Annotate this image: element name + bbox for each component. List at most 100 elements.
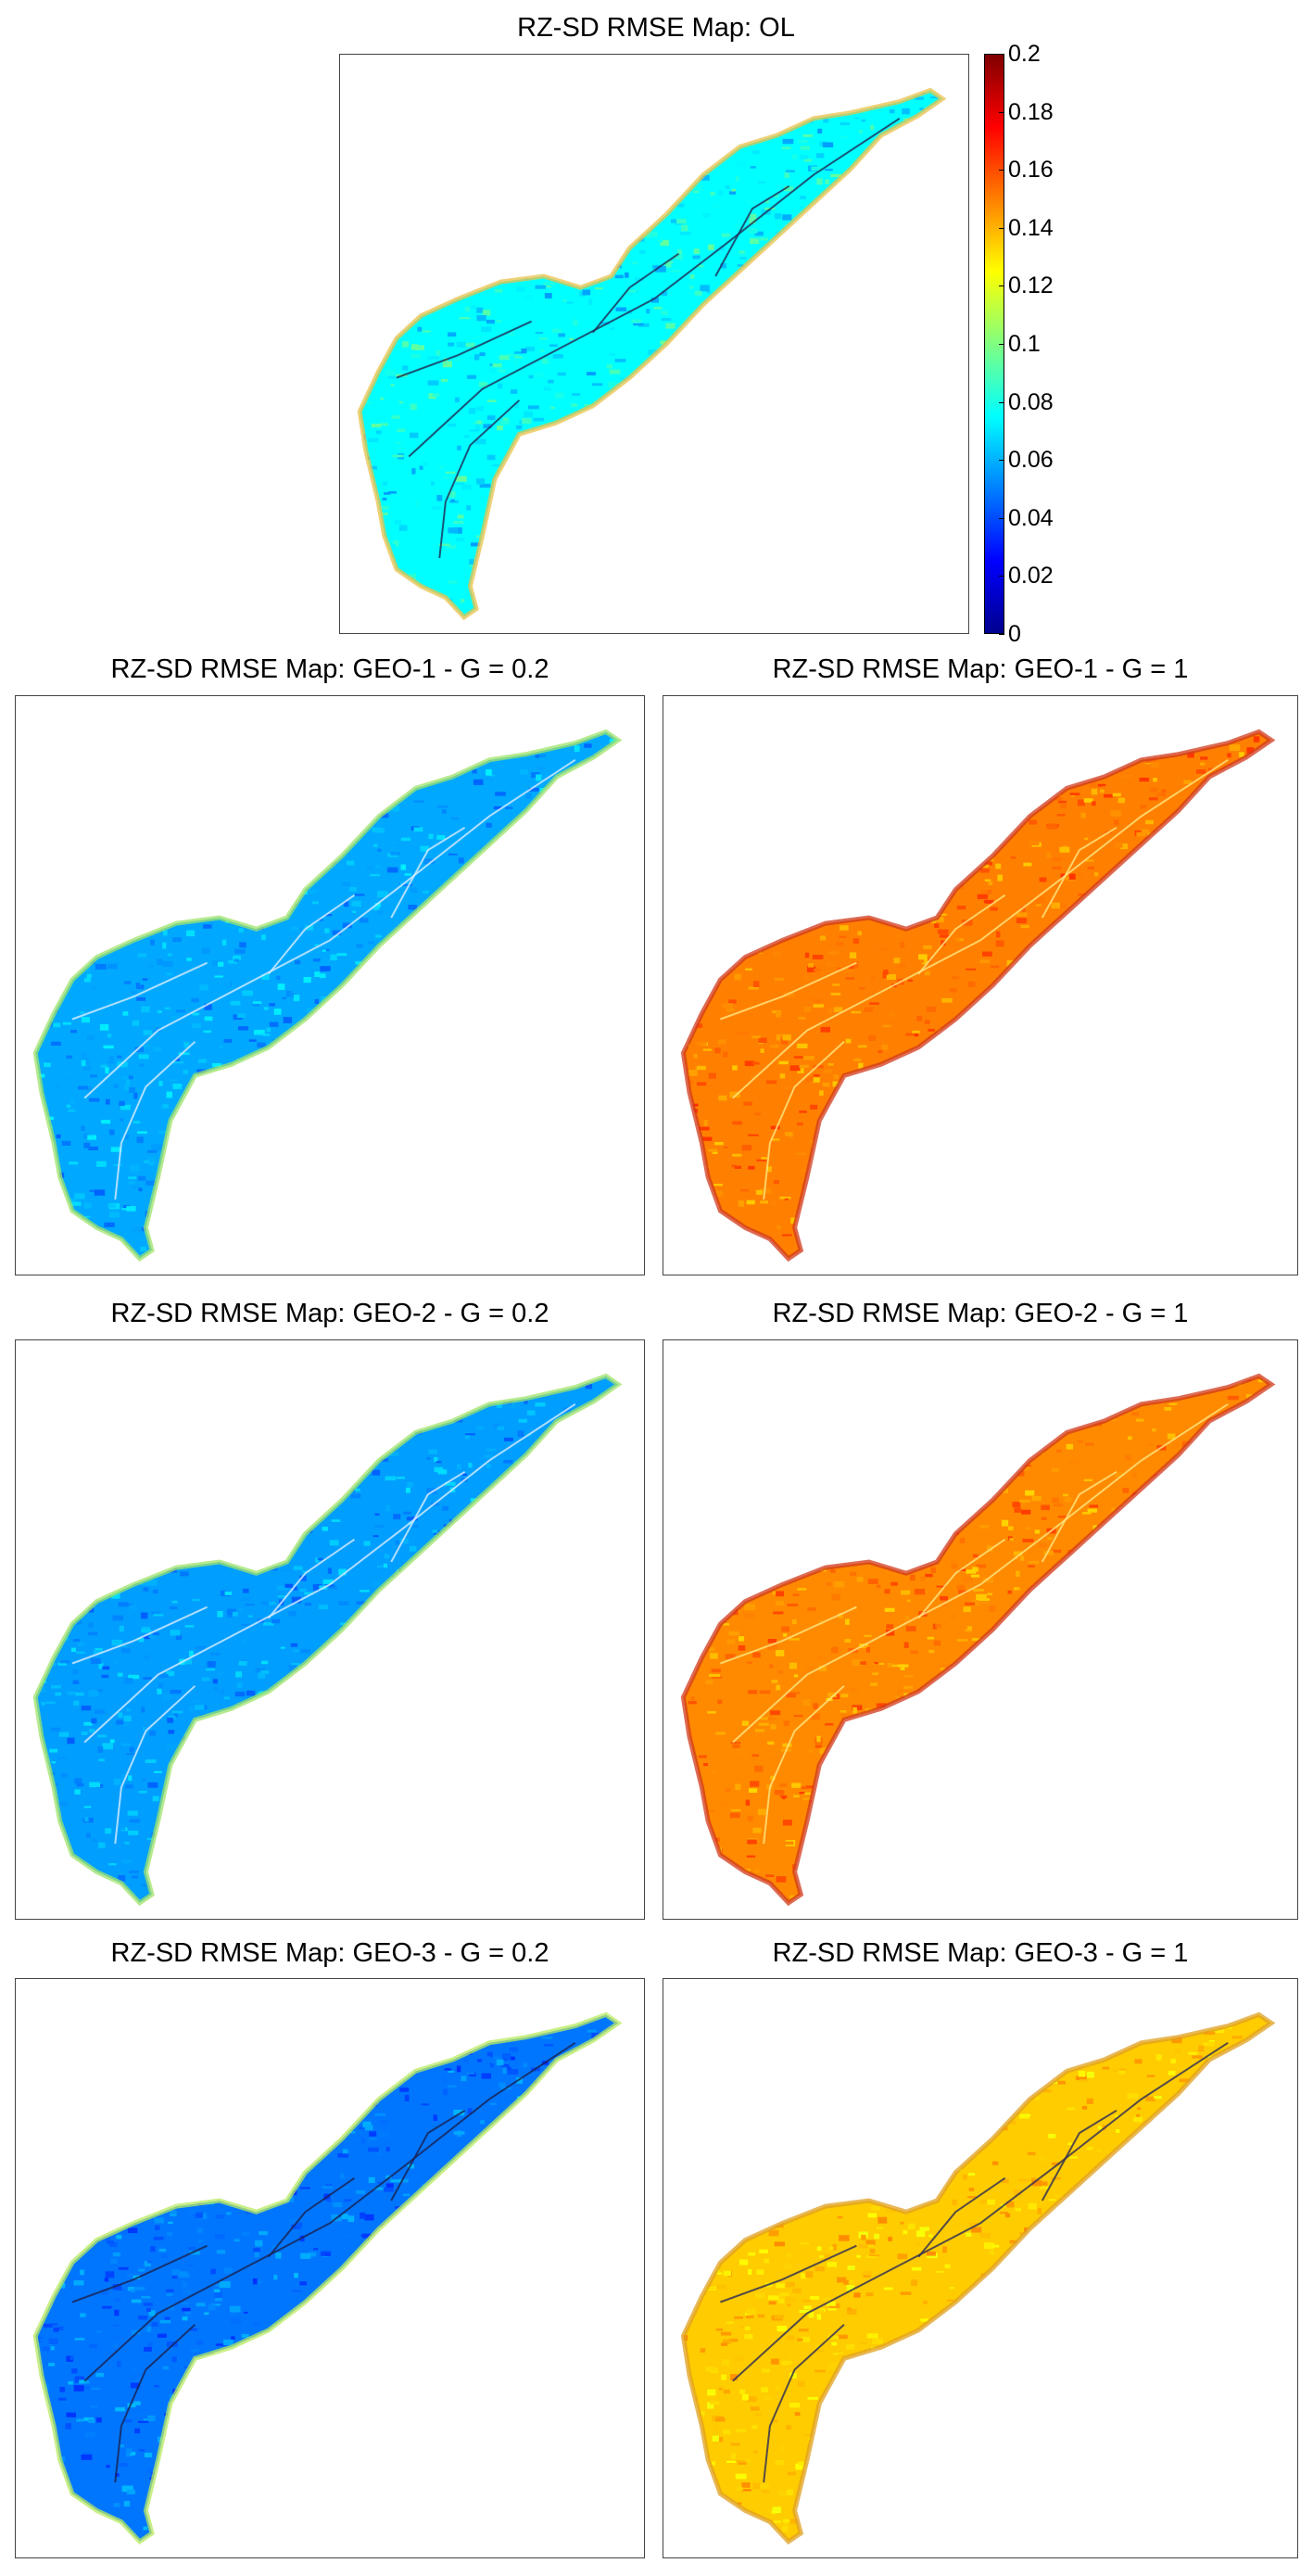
map-cell: [921, 588, 929, 590]
map-cell: [986, 774, 994, 779]
map-cell: [520, 117, 530, 124]
map-cell: [1257, 1184, 1264, 1186]
map-cell: [1076, 944, 1080, 947]
map-cell: [1162, 1027, 1170, 1031]
map-cell: [860, 434, 865, 438]
map-cell: [458, 165, 463, 171]
map-cell: [776, 1034, 781, 1041]
map-cell: [319, 832, 323, 836]
map-cell: [316, 1593, 324, 1598]
map-cell: [692, 723, 698, 726]
map-cell: [624, 773, 635, 780]
map-cell: [169, 913, 180, 920]
map-cell: [987, 889, 992, 895]
map-cell: [1184, 1012, 1192, 1018]
map-cell: [1050, 714, 1055, 718]
map-cell: [369, 963, 376, 968]
map-cell: [246, 852, 253, 857]
map-cell: [818, 821, 824, 826]
map-cell: [456, 1194, 465, 1199]
map-cell: [1218, 1148, 1228, 1153]
map-cell: [152, 807, 161, 814]
map-cell: [1222, 1234, 1231, 1239]
map-cell: [1072, 1260, 1078, 1263]
map-cell: [925, 168, 933, 173]
map-cell: [81, 1052, 87, 1060]
map-cell: [907, 979, 913, 982]
map-cell: [321, 814, 326, 818]
map-cell: [969, 742, 975, 747]
map-cell: [708, 552, 714, 559]
map-cell: [840, 97, 849, 103]
map-cell: [750, 213, 757, 221]
map-cell: [461, 1587, 473, 1593]
map-cell: [508, 354, 519, 357]
map-cell: [691, 1219, 700, 1223]
map-cell: [804, 952, 810, 958]
map-cell: [810, 1104, 818, 1110]
map-cell: [1216, 807, 1225, 811]
map-cell: [389, 122, 398, 126]
map-cell: [669, 151, 674, 159]
map-cell: [753, 526, 763, 531]
map-cell: [1057, 902, 1067, 908]
map-cell: [439, 1001, 447, 1005]
map-cell: [168, 732, 179, 737]
map-cell: [449, 1008, 455, 1014]
map-cell: [859, 987, 865, 990]
map-cell: [46, 1116, 55, 1121]
map-cell: [449, 153, 454, 159]
map-cell: [656, 207, 667, 211]
map-cell: [628, 1623, 636, 1627]
map-cell: [133, 1443, 142, 1448]
map-cell: [423, 890, 429, 894]
map-cell: [833, 101, 840, 106]
map-cell: [591, 1446, 599, 1453]
map-cell: [113, 1778, 121, 1785]
map-cell: [1269, 720, 1278, 723]
map-cell: [248, 1039, 257, 1042]
map-cell: [464, 1192, 474, 1196]
map-cell: [519, 882, 524, 889]
map-cell: [816, 153, 825, 159]
map-cell: [511, 721, 521, 726]
map-cell: [1193, 742, 1204, 747]
map-cell: [865, 1222, 875, 1227]
map-cell: [665, 356, 677, 361]
map-cell: [675, 115, 679, 119]
map-cell: [126, 1206, 136, 1212]
map-cell: [46, 1499, 52, 1503]
map-cell: [302, 1186, 307, 1193]
map-cell: [862, 1131, 866, 1136]
map-cell: [472, 223, 482, 231]
map-cell: [806, 423, 811, 428]
map-cell: [537, 1212, 546, 1215]
map-cell: [825, 506, 829, 511]
map-cell: [634, 158, 645, 162]
map-cell: [562, 299, 567, 302]
map-cell: [384, 553, 390, 558]
map-cell: [823, 392, 832, 399]
map-cell: [471, 542, 481, 547]
map-cell: [843, 733, 850, 737]
map-cell: [1051, 742, 1060, 746]
map-cell: [902, 749, 907, 752]
map-cell: [483, 1626, 489, 1631]
map-cell: [527, 88, 537, 91]
map-cell: [483, 237, 487, 241]
map-cell: [296, 1527, 303, 1532]
map-cell: [1035, 904, 1042, 907]
map-cell: [133, 1121, 141, 1123]
map-cell: [406, 996, 412, 1003]
map-cell: [767, 252, 776, 255]
map-cell: [158, 1682, 163, 1689]
map-cell: [408, 905, 418, 910]
map-cell: [444, 1197, 456, 1203]
map-cell: [686, 104, 693, 110]
map-cell: [784, 185, 794, 192]
map-cell: [515, 96, 525, 100]
map-cell: [611, 945, 619, 951]
map-cell: [214, 975, 223, 978]
map-cell: [780, 92, 786, 95]
map-cell: [1182, 1009, 1192, 1014]
